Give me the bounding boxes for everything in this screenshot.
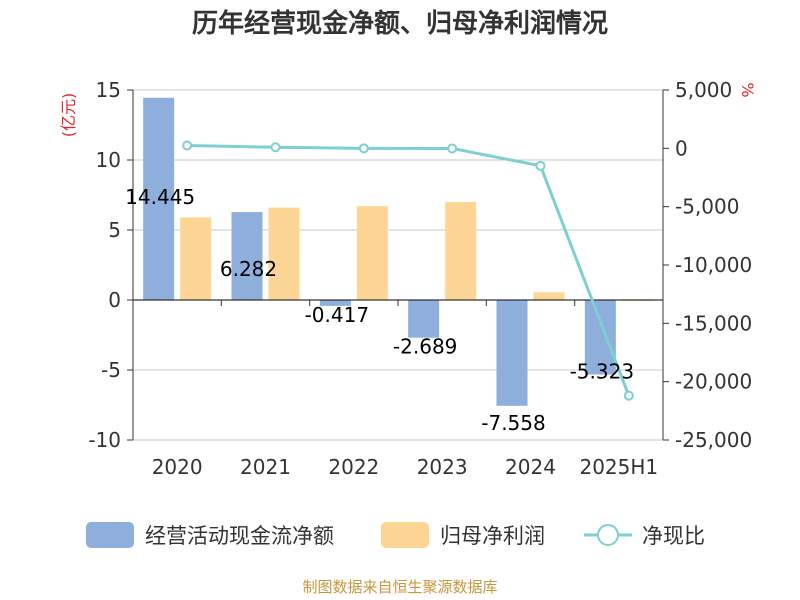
- right-tick-label: -25,000: [675, 428, 752, 452]
- legend-label-cashflow: 经营活动现金流净额: [145, 524, 334, 548]
- x-tick-label: 2022: [328, 455, 379, 479]
- ratio-line-path: [187, 144, 631, 397]
- tick-labels: 15 10 5 0 -5 -10 5,000 0 -5,000 -10,000 -15,000 -20…: [88, 78, 752, 479]
- cashflow-data-label: 6.282: [220, 257, 277, 281]
- cashflow-data-label: 14.445: [125, 185, 195, 209]
- data-labels: 14.445 6.282 -0.417 -2.689 -7.558 -5.323: [125, 185, 634, 435]
- left-tick-label: 5: [108, 218, 121, 242]
- legend-swatch-net-profit: [381, 522, 429, 548]
- chart-title: 历年经营现金净额、归母净利润情况: [192, 8, 608, 39]
- cashflow-bar: [584, 300, 616, 375]
- gridlines: [133, 89, 663, 441]
- net-profit-bar: [268, 207, 300, 300]
- cashflow-bar: [231, 212, 263, 300]
- net-profit-bar: [445, 202, 477, 300]
- x-tick-label: 2025H1: [579, 455, 658, 479]
- source-note: 制图数据来自恒生聚源数据库: [302, 578, 497, 596]
- legend-label-net-profit: 归母净利润: [440, 524, 545, 548]
- cashflow-data-label: -7.558: [481, 411, 545, 435]
- legend: 经营活动现金流净额 归母净利润 净现比: [86, 522, 705, 548]
- right-tick-label: 5,000: [675, 78, 732, 102]
- cashflow-data-label: -0.417: [305, 303, 369, 327]
- right-axis-unit: %: [738, 82, 757, 97]
- legend-label-ratio: 净现比: [642, 524, 705, 548]
- ratio-line: [182, 140, 634, 401]
- cashflow-bar: [408, 300, 440, 338]
- cashflow-bar: [319, 300, 351, 306]
- legend-swatch-cashflow: [86, 522, 134, 548]
- x-tick-label: 2021: [240, 455, 291, 479]
- right-tick-label: -5,000: [675, 195, 739, 219]
- x-tick-label: 2023: [417, 455, 468, 479]
- cashflow-bar: [496, 300, 528, 406]
- cashflow-bar: [143, 97, 175, 301]
- x-tick-label: 2024: [505, 455, 556, 479]
- ratio-point: [447, 143, 458, 154]
- left-axis-unit: (亿元): [59, 93, 78, 138]
- right-tick-label: -20,000: [675, 370, 752, 394]
- left-tick-label: -5: [101, 358, 121, 382]
- left-tick-label: -10: [88, 428, 121, 452]
- net-profit-bar: [356, 206, 388, 300]
- bars: [143, 97, 653, 406]
- cashflow-data-label: -5.323: [570, 360, 634, 384]
- cashflow-data-label: -2.689: [393, 335, 457, 359]
- axes: [127, 89, 669, 441]
- left-tick-label: 15: [96, 78, 121, 102]
- net-profit-bar: [180, 217, 212, 300]
- x-tick-label: 2020: [152, 455, 203, 479]
- net-profit-bar: [533, 292, 565, 300]
- ratio-point: [623, 390, 634, 401]
- right-tick-label: -10,000: [675, 253, 752, 277]
- right-tick-label: -15,000: [675, 311, 752, 335]
- left-tick-label: 10: [96, 148, 121, 172]
- ratio-point: [358, 143, 369, 154]
- right-tick-label: 0: [675, 136, 688, 160]
- ratio-point: [182, 140, 193, 151]
- ratio-point: [535, 160, 546, 171]
- left-tick-label: 0: [108, 288, 121, 312]
- legend-marker-ratio: [597, 524, 619, 546]
- ratio-point: [270, 142, 281, 153]
